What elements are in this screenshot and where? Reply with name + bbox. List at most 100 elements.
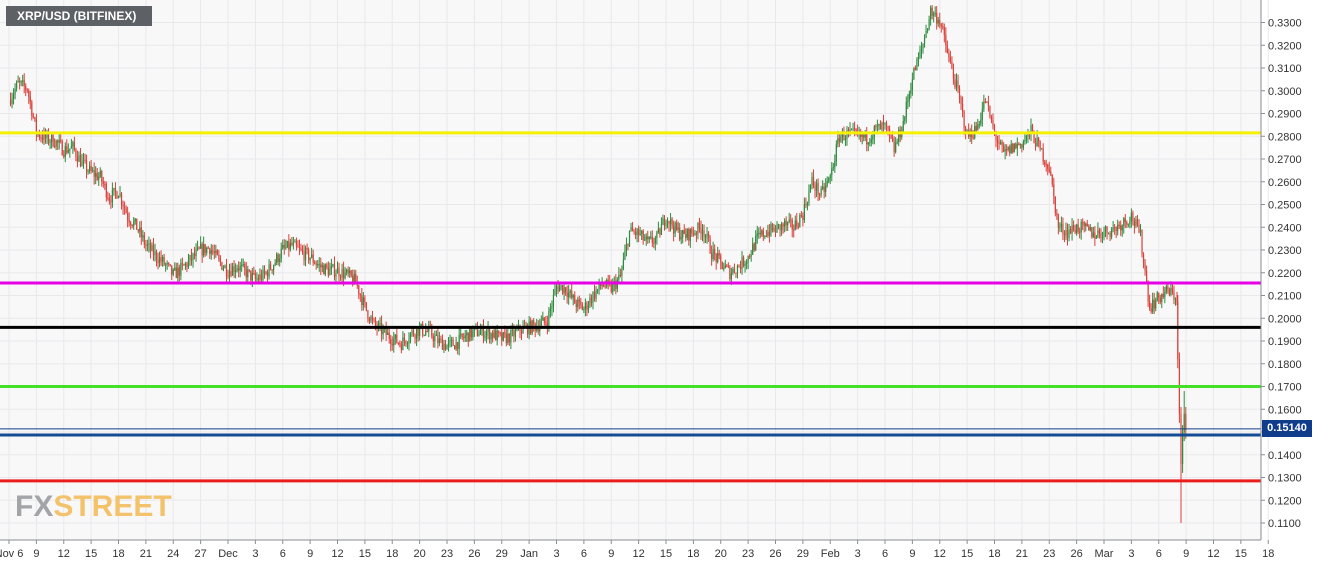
candle-body xyxy=(450,339,453,341)
candle-body xyxy=(55,140,57,147)
candle-body xyxy=(1092,232,1094,237)
candle-body xyxy=(1065,230,1067,236)
candle-body xyxy=(338,267,340,277)
x-tick-label: 15 xyxy=(85,548,97,560)
candle xyxy=(1177,295,1179,369)
candle-body xyxy=(189,255,191,261)
candle xyxy=(797,222,799,230)
candle xyxy=(370,314,372,324)
candle xyxy=(642,229,644,245)
candle-body xyxy=(248,269,250,271)
candle-body xyxy=(432,336,434,342)
candle-body xyxy=(642,230,644,241)
candle-body xyxy=(227,275,229,277)
candle-body xyxy=(668,220,670,225)
candle-body xyxy=(648,237,650,240)
candle xyxy=(312,249,314,266)
candle-body xyxy=(817,183,819,195)
candle-body xyxy=(919,50,921,58)
candle xyxy=(945,27,947,53)
candle-body xyxy=(251,273,253,281)
candle xyxy=(1101,231,1104,244)
candle-body xyxy=(933,13,935,16)
candle-body xyxy=(583,309,585,311)
candle xyxy=(981,101,983,127)
candle-body xyxy=(276,254,278,263)
x-tick-label: 26 xyxy=(1071,548,1083,560)
candle xyxy=(911,72,913,96)
candle xyxy=(60,134,62,144)
candle-body xyxy=(294,241,296,243)
candle xyxy=(485,329,488,344)
candle xyxy=(1176,291,1178,306)
candle-body xyxy=(1126,221,1128,225)
candle-body xyxy=(212,250,214,253)
candle-body xyxy=(361,295,363,306)
candle-body xyxy=(454,345,456,350)
candle xyxy=(446,344,448,350)
candle-body xyxy=(247,269,249,278)
candle xyxy=(840,134,842,143)
y-tick-label: 0.1400 xyxy=(1268,450,1302,462)
candle xyxy=(691,226,693,237)
candle-body xyxy=(1135,219,1137,227)
candle-body xyxy=(1097,230,1099,237)
candle xyxy=(458,327,460,356)
candle-body xyxy=(1109,233,1111,238)
candle xyxy=(266,269,269,282)
candle xyxy=(587,300,590,314)
candle xyxy=(624,244,626,261)
candle xyxy=(558,283,561,292)
candle xyxy=(1124,214,1126,229)
candle-body xyxy=(298,247,301,249)
candle xyxy=(549,303,552,318)
candle-body xyxy=(85,160,88,172)
candle-body xyxy=(467,332,469,342)
candle-body xyxy=(347,269,349,274)
candle xyxy=(162,254,164,267)
candle xyxy=(735,272,737,278)
candle-body xyxy=(995,133,997,141)
candle xyxy=(831,162,833,182)
candle-body xyxy=(948,53,950,58)
candle-body xyxy=(60,140,62,142)
candle-body xyxy=(123,206,126,209)
candle-body xyxy=(463,337,465,339)
candle-body xyxy=(714,249,716,255)
candle xyxy=(746,259,748,270)
candle-body xyxy=(203,244,205,256)
candle-body xyxy=(20,81,22,83)
candle xyxy=(269,261,272,271)
candle-body xyxy=(335,273,337,277)
candle xyxy=(1006,144,1008,156)
candle xyxy=(574,291,576,304)
candle xyxy=(75,147,77,162)
candle-body xyxy=(289,243,291,250)
candle-body xyxy=(274,262,276,266)
candle xyxy=(934,6,936,17)
candle xyxy=(707,231,710,242)
candle xyxy=(1010,140,1012,154)
candle xyxy=(986,101,988,103)
candle-body xyxy=(843,131,845,140)
candle xyxy=(609,274,611,287)
candle-body xyxy=(555,285,558,290)
candle-body xyxy=(1003,145,1005,152)
candle xyxy=(119,186,121,198)
candle xyxy=(174,262,176,271)
candle-body xyxy=(689,228,691,241)
candle xyxy=(411,328,413,337)
candle-body xyxy=(797,226,799,228)
candle-body xyxy=(326,264,328,268)
candle xyxy=(1057,213,1059,235)
candle xyxy=(773,223,775,233)
candle-body xyxy=(476,326,479,336)
candle xyxy=(898,126,900,147)
candle xyxy=(95,166,97,185)
candle-body xyxy=(67,150,69,153)
candle-body xyxy=(634,232,637,236)
candle-body xyxy=(788,219,790,222)
candle-body xyxy=(34,117,36,119)
candle xyxy=(1121,224,1123,237)
candle xyxy=(1118,221,1120,229)
